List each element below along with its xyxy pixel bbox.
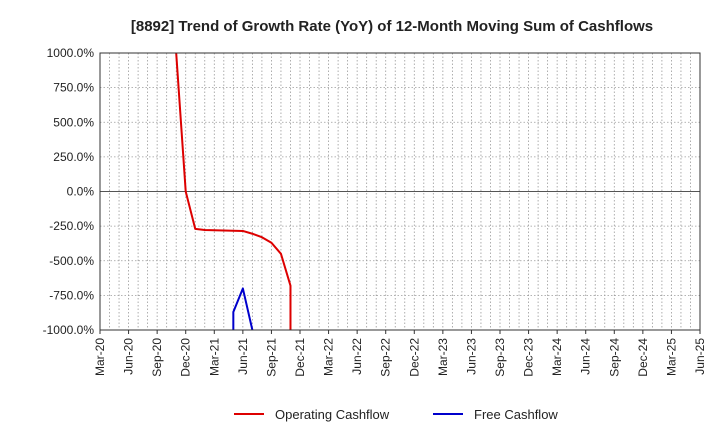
x-tick-label: Sep-22 <box>379 338 393 377</box>
x-tick-label: Sep-24 <box>607 338 621 377</box>
legend-label-operating-cashflow: Operating Cashflow <box>275 407 390 422</box>
y-tick-label: -750.0% <box>49 288 94 302</box>
x-tick-label: Mar-24 <box>550 338 564 376</box>
x-tick-label: Jun-25 <box>693 338 707 375</box>
y-tick-label: 250.0% <box>53 150 94 164</box>
y-tick-label: 0.0% <box>67 185 95 199</box>
x-tick-label: Sep-20 <box>150 338 164 377</box>
x-tick-label: Jun-23 <box>464 338 478 375</box>
x-tick-label: Jun-20 <box>122 338 136 375</box>
series-line-operating-cashflow <box>175 52 292 330</box>
y-tick-label: -1000.0% <box>43 323 95 337</box>
x-tick-label: Mar-21 <box>207 338 221 376</box>
x-tick-label: Dec-20 <box>179 338 193 377</box>
x-tick-label: Dec-21 <box>293 338 307 377</box>
x-tick-label: Dec-23 <box>522 338 536 377</box>
series-line-free-cashflow <box>232 287 254 331</box>
x-tick-label: Sep-21 <box>264 338 278 377</box>
chart-title: [8892] Trend of Growth Rate (YoY) of 12-… <box>131 18 653 35</box>
y-tick-label: -500.0% <box>49 254 94 268</box>
y-axis: 1000.0% 750.0% 500.0% 250.0% 0.0% -250.0% -500… <box>43 46 95 337</box>
x-tick-label: Dec-24 <box>636 338 650 377</box>
grid <box>100 53 700 330</box>
x-axis: Mar-20 Jun-20 Sep-20 Dec-20 Mar-21 Jun-21 Sep-… <box>93 330 707 377</box>
legend: Operating Cashflow Free Cashflow <box>234 407 558 422</box>
y-tick-label: 750.0% <box>53 81 94 95</box>
x-tick-label: Jun-22 <box>350 338 364 375</box>
x-tick-label: Mar-23 <box>436 338 450 376</box>
y-tick-label: 500.0% <box>53 115 94 129</box>
x-tick-label: Mar-20 <box>93 338 107 376</box>
y-tick-label: 1000.0% <box>47 46 95 60</box>
x-tick-label: Jun-24 <box>579 338 593 375</box>
x-tick-label: Jun-21 <box>236 338 250 375</box>
y-tick-label: -250.0% <box>49 219 94 233</box>
legend-label-free-cashflow: Free Cashflow <box>474 407 558 422</box>
x-tick-label: Sep-23 <box>493 338 507 377</box>
x-tick-label: Mar-25 <box>664 338 678 376</box>
x-tick-label: Mar-22 <box>322 338 336 376</box>
x-tick-label: Dec-22 <box>407 338 421 377</box>
plot-frame <box>99 52 701 331</box>
series-layer <box>175 52 292 331</box>
